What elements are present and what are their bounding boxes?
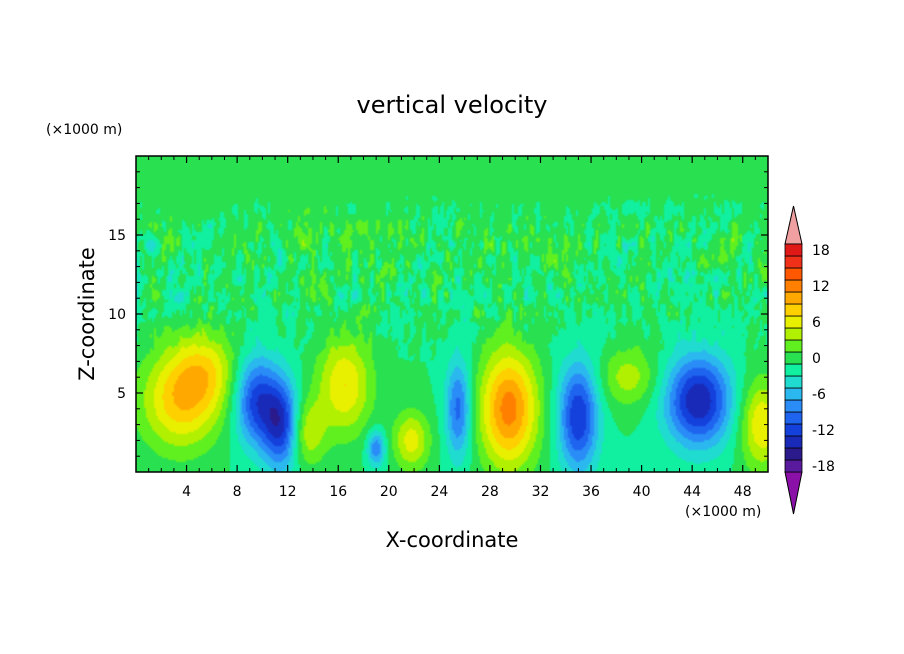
x-tick-label: 40 <box>633 484 651 500</box>
colorbar-segment <box>784 327 803 341</box>
x-tick-label: 12 <box>279 484 297 500</box>
x-unit-label: (×1000 m) <box>685 504 761 520</box>
x-axis: 4 8 12 16 20 24 28 32 36 40 44 48 <box>148 156 756 500</box>
plot-area <box>135 155 769 473</box>
x-tick-label: 36 <box>582 484 600 500</box>
colorbar-segment <box>784 351 803 365</box>
colorbar-label: 6 <box>812 315 821 331</box>
colorbar-segment <box>784 243 803 257</box>
colorbar-segment <box>784 315 803 329</box>
colorbar-extend-max <box>784 205 803 245</box>
y-tick-label: 5 <box>117 386 126 402</box>
colorbar-segment <box>784 411 803 425</box>
x-tick-label: 16 <box>329 484 347 500</box>
x-tick-label: 44 <box>683 484 701 500</box>
chart-title: vertical velocity <box>357 91 548 119</box>
contour-field <box>136 156 768 472</box>
x-tick-label: 24 <box>430 484 448 500</box>
colorbar-segment <box>784 267 803 281</box>
x-axis-label: X-coordinate <box>386 528 519 552</box>
y-unit-label: (×1000 m) <box>46 122 122 138</box>
x-tick-label: 48 <box>734 484 752 500</box>
x-tick-label: 8 <box>233 484 242 500</box>
colorbar-segment <box>784 255 803 269</box>
x-tick-label: 4 <box>182 484 191 500</box>
colorbar-label: 18 <box>812 243 830 259</box>
y-axis: 5 10 15 <box>108 171 768 457</box>
x-tick-label: 28 <box>481 484 499 500</box>
colorbar-label: -18 <box>812 459 835 475</box>
colorbar-segment <box>784 363 803 377</box>
colorbar-segment <box>784 375 803 389</box>
colorbar-segment <box>784 339 803 353</box>
x-tick-label: 32 <box>532 484 550 500</box>
colorbar-segment <box>784 459 803 473</box>
colorbar-segment <box>784 399 803 413</box>
colorbar-segment <box>784 435 803 449</box>
colorbar-label: -6 <box>812 387 826 403</box>
y-tick-label: 10 <box>108 307 126 323</box>
colorbar-segment <box>784 423 803 437</box>
colorbar-label: 12 <box>812 279 830 295</box>
colorbar-label: 0 <box>812 351 821 367</box>
colorbar-segment <box>784 303 803 317</box>
colorbar-segment <box>784 291 803 305</box>
colorbar-segment <box>784 387 803 401</box>
colorbar-segment <box>784 279 803 293</box>
x-tick-label: 20 <box>380 484 398 500</box>
y-tick-label: 15 <box>108 228 126 244</box>
colorbar-segment <box>784 447 803 461</box>
y-axis-label: Z-coordinate <box>75 247 99 381</box>
colorbar: 18 12 6 0 -6 -12 -18 <box>784 205 835 515</box>
colorbar-label: -12 <box>812 423 835 439</box>
colorbar-extend-min <box>784 471 803 515</box>
